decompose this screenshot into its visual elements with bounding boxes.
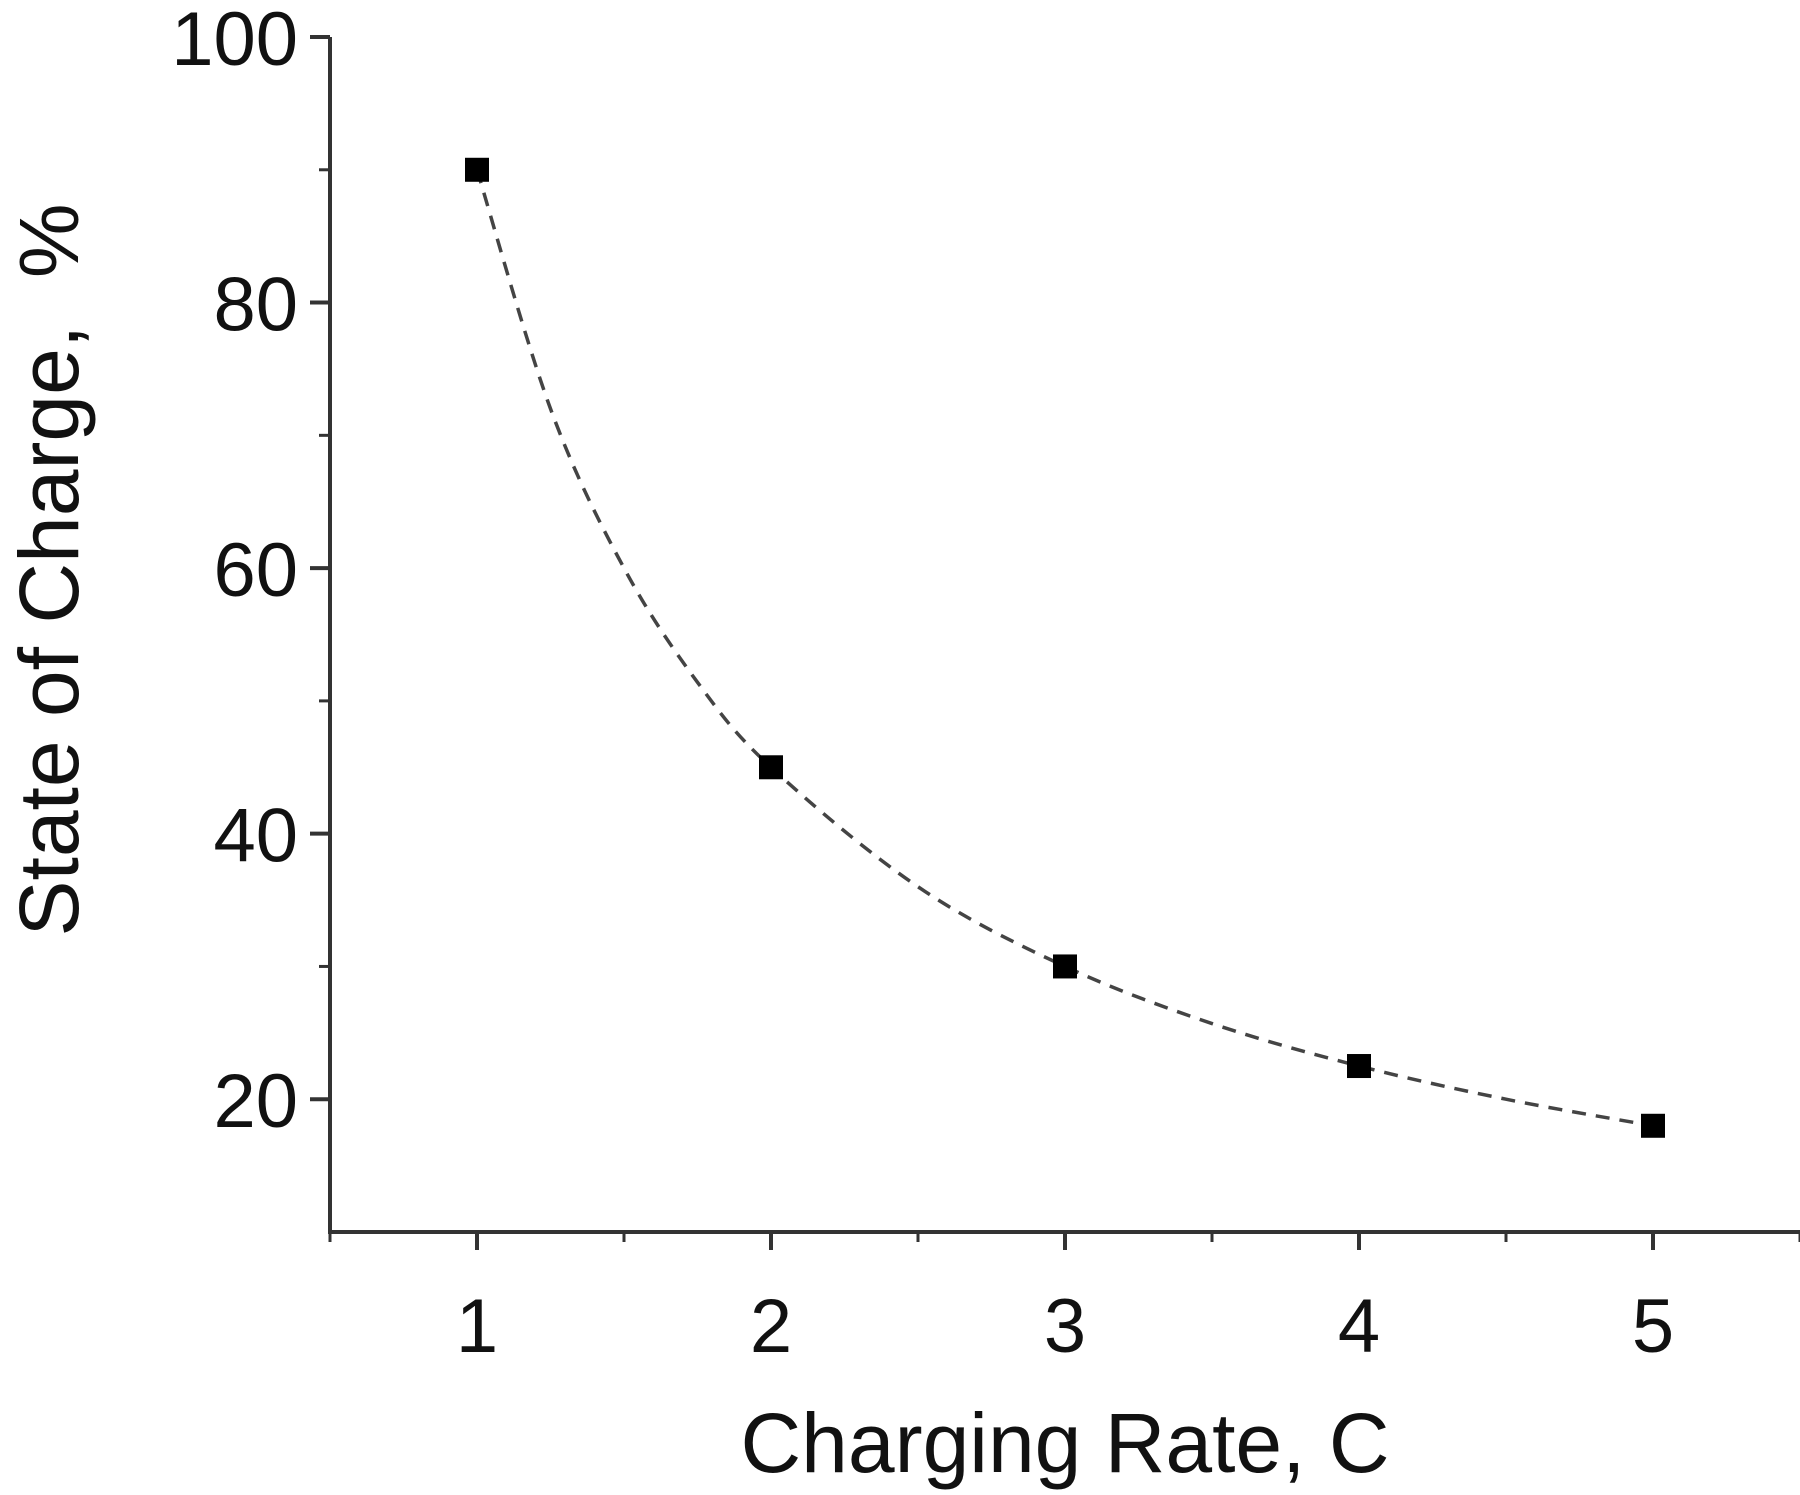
x-axis-title: Charging Rate, C xyxy=(741,1396,1390,1490)
y-axis-title: State of Charge, % xyxy=(2,203,96,936)
y-tick-label: 100 xyxy=(171,0,298,82)
y-tick-label: 60 xyxy=(213,528,298,613)
tick-labels: 1 2 3 4 5 20 40 60 80 100 xyxy=(171,0,1674,1369)
x-tick-label: 5 xyxy=(1632,1284,1674,1369)
x-tick-label: 4 xyxy=(1338,1284,1380,1369)
y-tick-label: 80 xyxy=(213,263,298,348)
data-point xyxy=(759,755,783,780)
x-tick-label: 2 xyxy=(750,1284,792,1369)
y-tick-label: 20 xyxy=(213,1059,298,1144)
data-point xyxy=(465,157,489,182)
data-point xyxy=(1641,1113,1665,1138)
data-point xyxy=(1347,1054,1371,1079)
x-tick-label: 3 xyxy=(1044,1284,1086,1369)
x-tick-label: 1 xyxy=(456,1284,498,1369)
axes xyxy=(328,37,1800,1234)
ticks xyxy=(310,35,1800,1250)
fit-curve xyxy=(475,169,1654,1128)
data-markers xyxy=(465,157,1665,1138)
y-tick-label: 40 xyxy=(213,794,298,879)
data-point xyxy=(1053,954,1077,979)
